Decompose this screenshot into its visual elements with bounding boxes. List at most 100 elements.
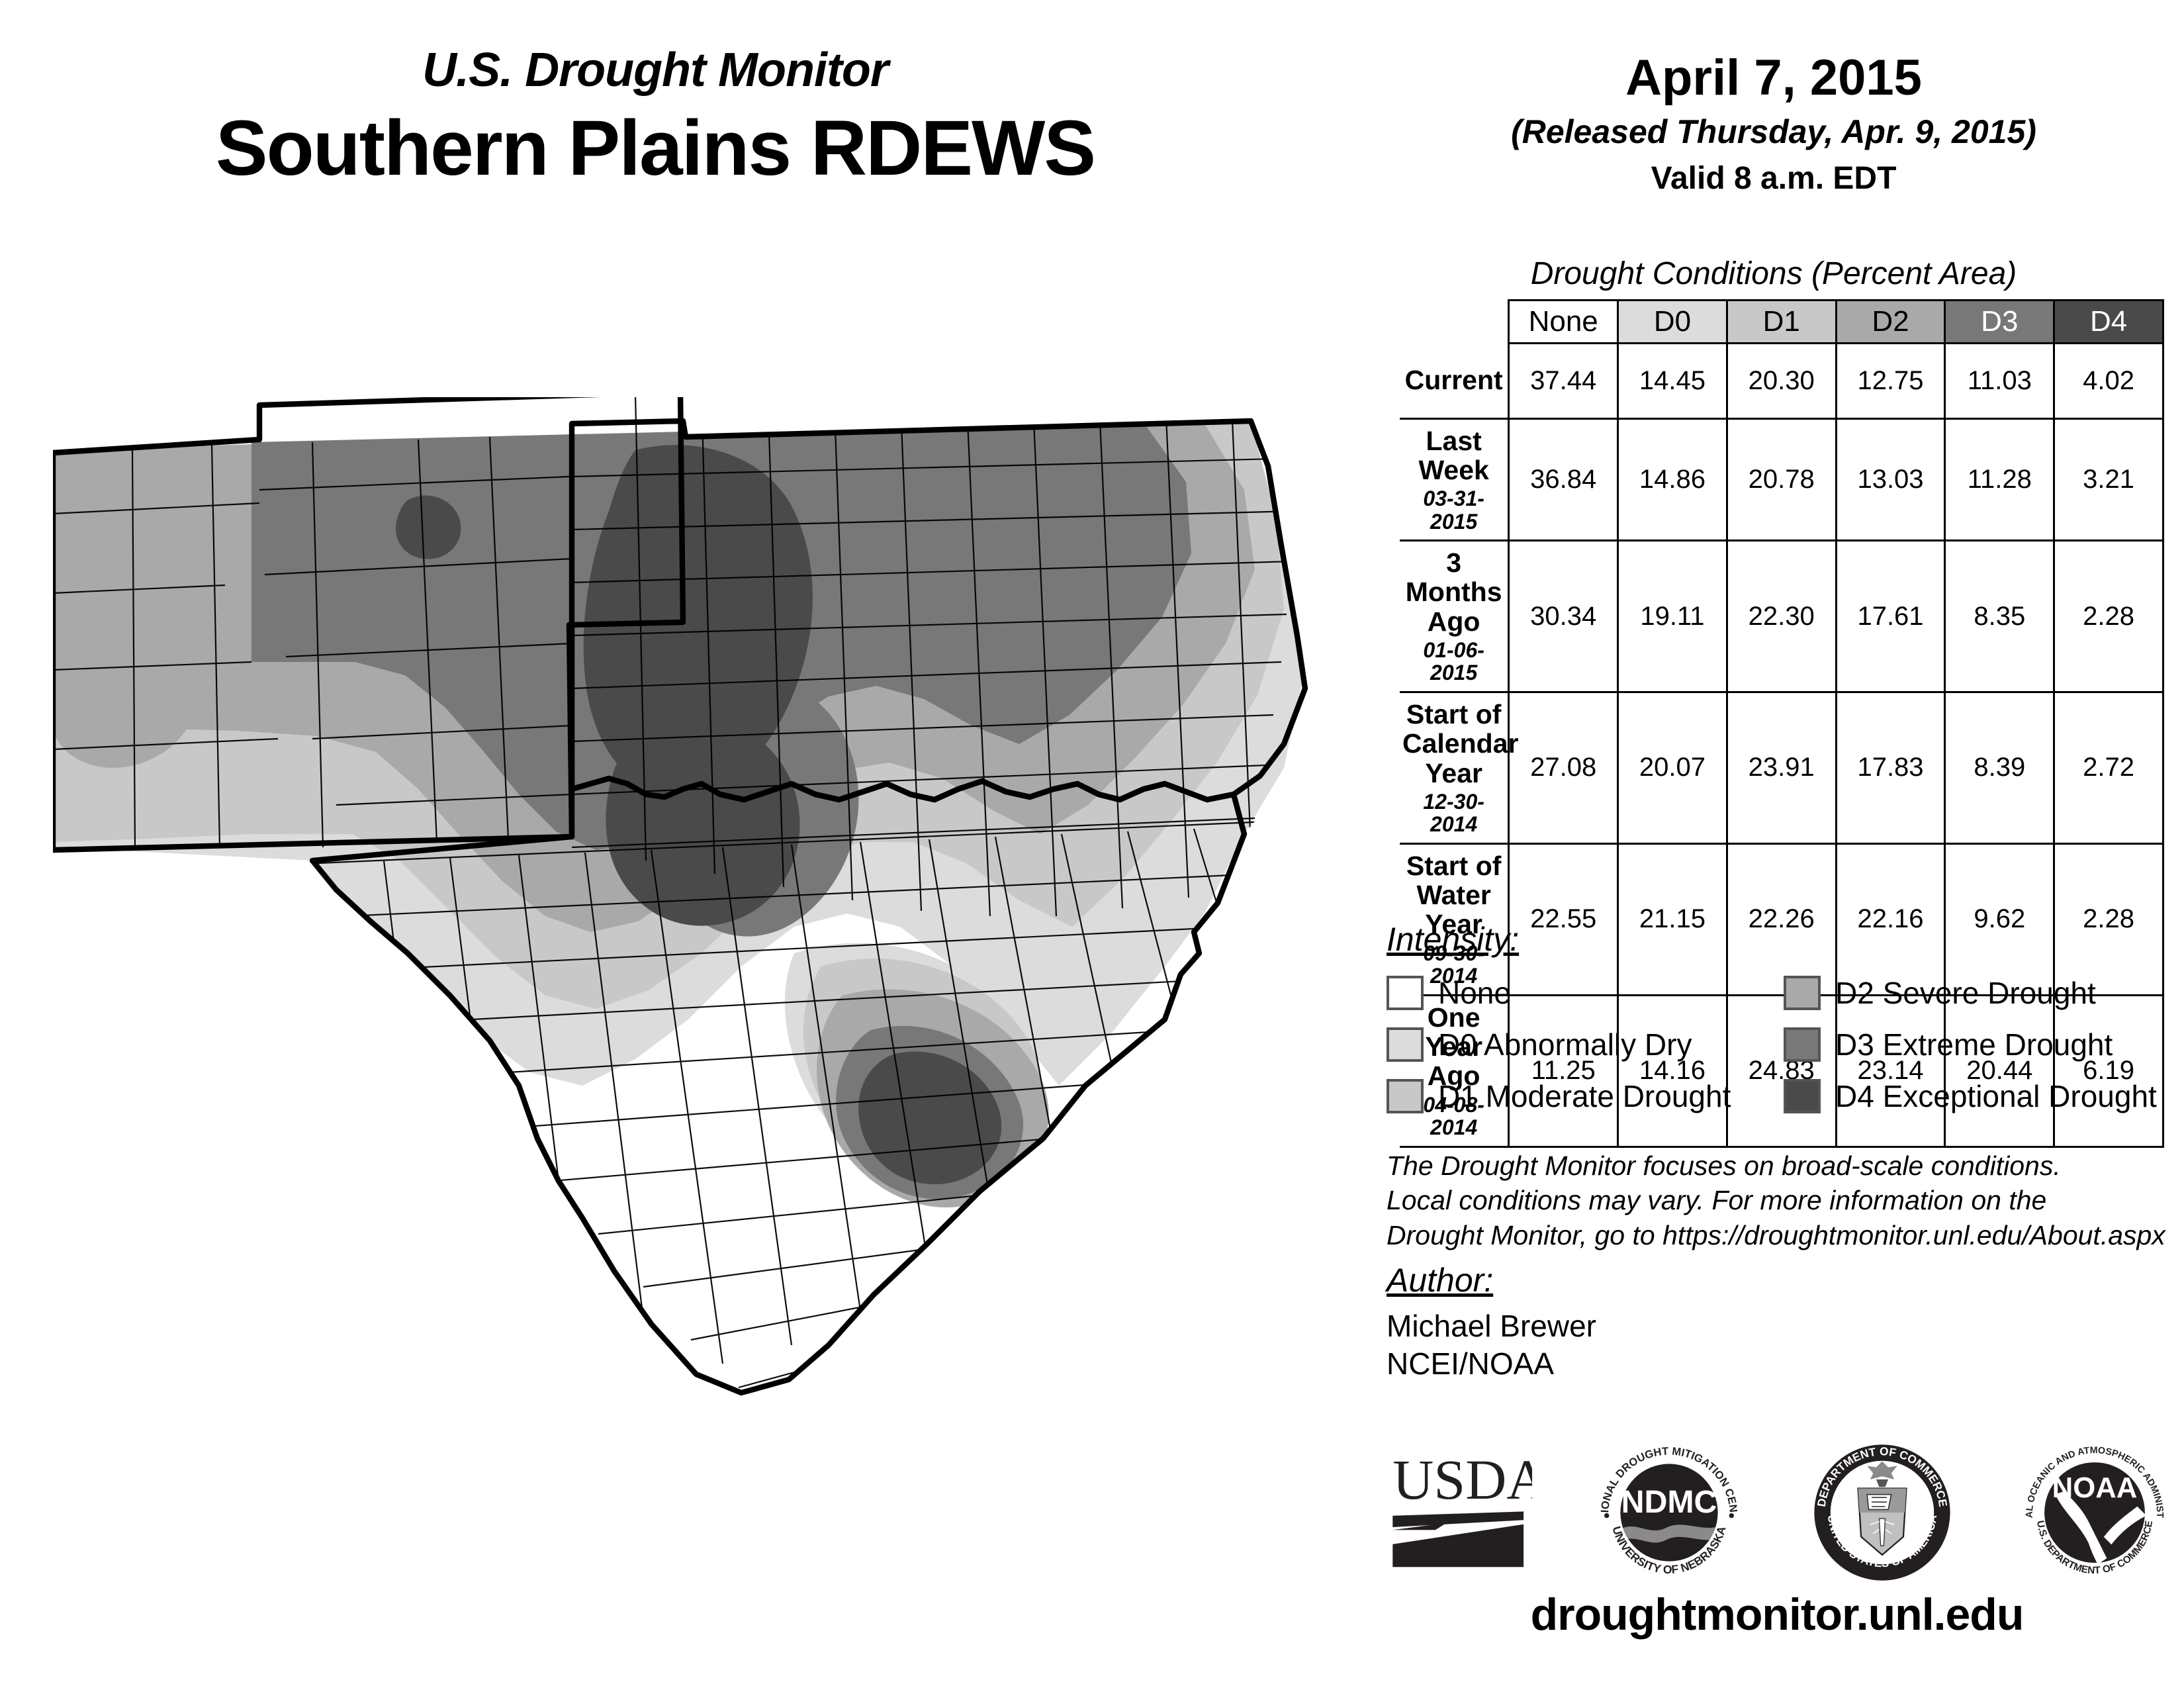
table-cell-d0: 14.16 [1617,994,1728,1148]
valid-time: Valid 8 a.m. EDT [1651,161,1897,196]
noaa-logo: NOAA NATIONAL OCEANIC AND ATMOSPHERIC AD… [2019,1436,2171,1589]
table-cell-d2: 12.75 [1835,342,1946,420]
table-cell-d3: 20.44 [1944,994,2056,1148]
map-svg [53,397,1313,1396]
table-cell-d2: 23.14 [1835,994,1946,1148]
state-boundaries [53,397,1308,1396]
table-cell-d1: 20.78 [1725,417,1837,542]
table-body: Current 37.44 14.45 20.30 12.75 11.03 4.02 Last… [1400,342,2164,1148]
table-col-header-d2: D2 [1835,299,1946,344]
table-cell-d4: 2.72 [2053,691,2164,845]
table-cell-d4: 2.28 [2053,539,2164,694]
department-of-commerce-seal: DEPARTMENT OF COMMERCE UNITED STATES OF … [1807,1436,1958,1589]
legend-swatch [1387,976,1424,1010]
disclaimer-text: The Drought Monitor focuses on broad-sca… [1387,1149,2174,1252]
title-block: U.S. Drought Monitor Southern Plains RDE… [0,46,1310,192]
table-cell-d2: 17.83 [1835,691,1946,845]
disclaimer-line-1: The Drought Monitor focuses on broad-sca… [1387,1150,2061,1181]
legend-swatch [1784,1079,1821,1113]
footer-url: droughtmonitor.unl.edu [1530,1589,2025,1640]
table-cell-d2: 13.03 [1835,417,1946,542]
svg-text:★: ★ [1831,1511,1840,1523]
date-block: April 7, 2015 (Released Thursday, Apr. 9… [1383,53,2164,195]
legend-item: D0 Abnormally Dry [1387,1019,1784,1070]
table-cell-d0: 20.07 [1617,691,1728,845]
table-row: Current 37.44 14.45 20.30 12.75 11.03 4.02 [1400,342,2164,420]
table-cell-d1: 22.26 [1725,842,1837,996]
table-cell-none: 37.44 [1508,342,1619,420]
legend-label: D1 Moderate Drought [1438,1079,1731,1113]
legend-item: D1 Moderate Drought [1387,1071,1784,1121]
state-new-mexico [53,397,686,853]
legend-label: D3 Extreme Drought [1835,1027,2113,1062]
author-heading: Author: [1387,1262,1494,1299]
legend-item: None [1387,968,1784,1018]
table-row: 3 Months Ago 01-06-2015 30.34 19.11 22.30 17.… [1400,539,2164,694]
table-cell-d4: 6.19 [2053,994,2164,1148]
legend-swatch [1784,976,1821,1010]
table-cell-d0: 21.15 [1617,842,1728,996]
release-date: (Released Thursday, Apr. 9, 2015) [1511,113,2036,150]
author-name: Michael Brewer [1387,1309,1596,1343]
table-cell-d1: 20.30 [1725,342,1837,420]
legend-item: D3 Extreme Drought [1784,1019,2167,1070]
table-row: Last Week 03-31-2015 36.84 14.86 20.78 13.03 1… [1400,417,2164,542]
table-cell-d3: 11.03 [1944,342,2056,420]
table-cell-d2: 17.61 [1835,539,1946,694]
table-row: Start of Calendar Year 12-30-2014 27.08 20.0… [1400,691,2164,845]
disclaimer-line-2: Local conditions may vary. For more info… [1387,1185,2047,1216]
drought-conditions-table: None D0 D1 D2 D3 D4 Current 37.44 14.45 20.30 12.… [1400,299,2164,1148]
state-texas [309,622,1248,1396]
legend-item: D4 Exceptional Drought [1784,1071,2167,1121]
table-cell-d3: 9.62 [1944,842,2056,996]
intensity-legend: None D2 Severe Drought D0 Abnormally Dry D3… [1387,968,2167,1121]
legend-label: D2 Severe Drought [1835,976,2096,1010]
table-cell-none: 11.25 [1508,994,1619,1148]
disclaimer-line-3: Drought Monitor, go to https://droughtmo… [1387,1219,2165,1250]
usda-logo: USDA [1390,1436,1532,1589]
table-cell-none: 22.55 [1508,842,1619,996]
logo-row: USDA NDMC NATIONAL DROUGHT MITIGATION CE… [1390,1436,2171,1589]
table-caption: Drought Conditions (Percent Area) [1530,256,2017,291]
table-row-label: 3 Months Ago 01-06-2015 [1400,540,1510,694]
author-organization: NCEI/NOAA [1387,1346,1555,1381]
drought-map [53,397,1324,1403]
table-col-header-d3: D3 [1944,299,2056,344]
table-cell-d1: 23.91 [1725,691,1837,845]
legend-swatch [1387,1079,1424,1113]
svg-text:USDA: USDA [1392,1448,1532,1511]
table-col-header-d1: D1 [1725,299,1837,344]
table-cell-d3: 8.39 [1944,691,2056,845]
svg-text:★: ★ [1924,1511,1933,1523]
table-cell-d0: 19.11 [1617,539,1728,694]
table-col-header-d4: D4 [2053,299,2164,344]
table-row: Start of Water Year 09-30-2014 22.55 21.15 22… [1400,842,2164,996]
table-cell-none: 36.84 [1508,417,1619,542]
table-cell-none: 30.34 [1508,539,1619,694]
table-cell-none: 27.08 [1508,691,1619,845]
table-cell-d4: 3.21 [2053,417,2164,542]
table-cell-d4: 2.28 [2053,842,2164,996]
intensity-heading: Intensity: [1387,921,1520,958]
legend-swatch [1784,1027,1821,1062]
table-row-label: Current [1400,343,1510,420]
table-corner-cell [1400,301,1509,344]
table-row-label: One Year Ago 04-08-2014 [1400,995,1510,1148]
table-header: None D0 D1 D2 D3 D4 [1400,299,2164,344]
ndmc-logo: NDMC NATIONAL DROUGHT MITIGATION CENTER … [1593,1436,1745,1589]
table-header-row: None D0 D1 D2 D3 D4 [1400,299,2164,344]
svg-text:NOAA: NOAA [2052,1472,2138,1504]
legend-swatch [1387,1027,1424,1062]
legend-label: None [1438,976,1511,1010]
table-row-label: Start of Water Year 09-30-2014 [1400,843,1510,996]
map-date: April 7, 2015 [1625,50,1922,106]
table-row: One Year Ago 04-08-2014 11.25 14.16 24.83 23.… [1400,994,2164,1148]
svg-text:NDMC: NDMC [1621,1484,1717,1520]
table-col-header-d0: D0 [1617,299,1728,344]
table-row-label: Last Week 03-31-2015 [1400,418,1510,542]
page-title: Southern Plains RDEWS [215,105,1096,192]
legend-label: D4 Exceptional Drought [1835,1079,2157,1113]
table-col-header-none: None [1508,299,1619,344]
supertitle: U.S. Drought Monitor [422,44,889,97]
table-cell-d3: 11.28 [1944,417,2056,542]
